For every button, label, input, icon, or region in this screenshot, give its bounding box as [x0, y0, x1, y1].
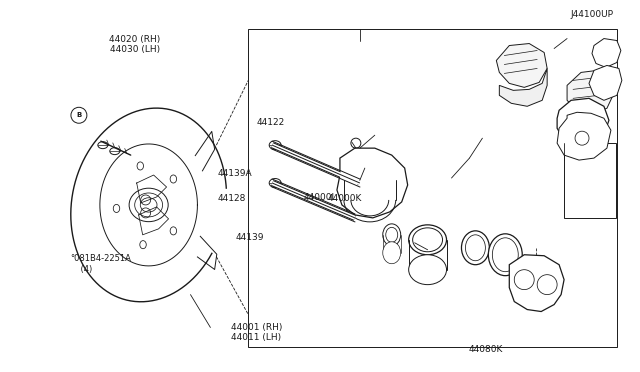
- Ellipse shape: [461, 231, 490, 265]
- Text: 44139A: 44139A: [218, 169, 253, 177]
- Polygon shape: [557, 98, 609, 145]
- Ellipse shape: [383, 242, 401, 264]
- Ellipse shape: [383, 224, 401, 246]
- Ellipse shape: [488, 234, 522, 276]
- Polygon shape: [592, 39, 621, 67]
- Polygon shape: [567, 70, 614, 113]
- Ellipse shape: [409, 255, 447, 285]
- Text: B: B: [76, 112, 81, 118]
- Polygon shape: [337, 148, 408, 218]
- Text: 44122: 44122: [256, 119, 285, 128]
- Bar: [248, 29, 617, 347]
- Text: J44100UP: J44100UP: [570, 10, 613, 19]
- Text: 44020 (RH)
44030 (LH): 44020 (RH) 44030 (LH): [109, 35, 161, 54]
- Text: 44080K: 44080K: [468, 344, 503, 353]
- Text: 44000L: 44000L: [304, 193, 337, 202]
- Polygon shape: [557, 112, 611, 160]
- Bar: [564, 143, 616, 218]
- Ellipse shape: [409, 225, 447, 255]
- Text: 44128: 44128: [218, 195, 246, 203]
- Polygon shape: [499, 68, 547, 106]
- Text: 44001 (RH)
44011 (LH): 44001 (RH) 44011 (LH): [230, 323, 282, 342]
- Text: °081B4-2251A
    (4): °081B4-2251A (4): [70, 254, 131, 273]
- Polygon shape: [589, 65, 622, 100]
- Polygon shape: [497, 44, 547, 87]
- Polygon shape: [509, 255, 564, 311]
- Text: 44000K: 44000K: [327, 195, 362, 203]
- Text: 44139: 44139: [236, 233, 264, 243]
